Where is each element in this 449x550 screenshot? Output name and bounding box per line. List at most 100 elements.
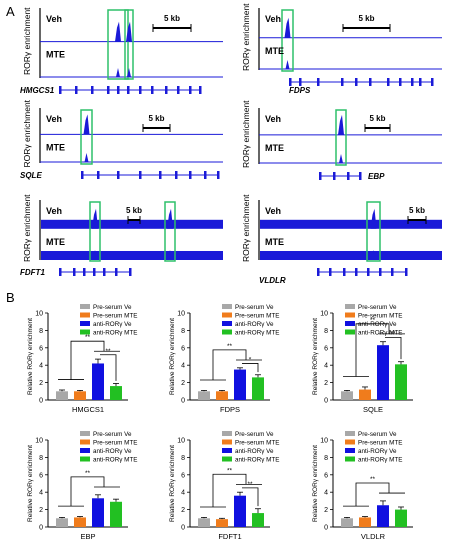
gene-exon bbox=[139, 86, 142, 94]
gene-exon bbox=[189, 86, 192, 94]
gene-name: HMGCS1 bbox=[20, 86, 55, 95]
bar-1 bbox=[198, 518, 210, 527]
bar-3 bbox=[377, 345, 389, 400]
y-tick-label: 10 bbox=[320, 438, 328, 445]
gene-exon bbox=[387, 78, 390, 86]
binding-site-box bbox=[107, 9, 129, 80]
gene-exon bbox=[289, 78, 292, 86]
gene-exon bbox=[329, 268, 332, 276]
bar-1 bbox=[198, 391, 210, 400]
bar-4 bbox=[110, 501, 122, 527]
row-label-veh: Veh bbox=[265, 114, 281, 124]
legend-swatch bbox=[80, 312, 90, 318]
scale-bar-label: 5 kb bbox=[369, 114, 385, 123]
veh-peak bbox=[126, 21, 132, 42]
legend-swatch bbox=[345, 448, 355, 453]
bar-2 bbox=[359, 517, 371, 527]
gene-exon bbox=[355, 268, 358, 276]
mte-peak bbox=[285, 60, 290, 69]
row-label-mte: MTE bbox=[46, 142, 65, 152]
legend-label: anti-RORγ Ve bbox=[93, 448, 132, 455]
x-axis-label: FDFT1 bbox=[218, 532, 241, 541]
legend-swatch bbox=[222, 304, 232, 309]
legend-label: anti-RORγ MTE bbox=[358, 330, 402, 337]
significance-label: ** bbox=[85, 470, 91, 477]
row-label-mte: MTE bbox=[265, 143, 284, 153]
y-tick-label: 2 bbox=[324, 507, 328, 514]
gene-exon bbox=[177, 86, 180, 94]
gene-exon bbox=[175, 171, 178, 179]
y-tick-label: 2 bbox=[181, 507, 185, 514]
gene-exon bbox=[59, 268, 62, 276]
legend-swatch bbox=[80, 431, 90, 436]
gene-name: VLDLR bbox=[259, 276, 286, 285]
y-tick-label: 8 bbox=[39, 328, 43, 335]
legend-swatch bbox=[80, 321, 90, 326]
panel-a-tracks: RORγ enrichment Veh MTE 5 kb HMGCS1 RORγ enri… bbox=[20, 3, 442, 285]
legend-label: Pre-serum MTE bbox=[93, 313, 137, 320]
y-tick-label: 10 bbox=[35, 311, 43, 318]
gene-exon bbox=[117, 86, 120, 94]
legend-swatch bbox=[80, 439, 90, 445]
legend-label: anti-RORγ Ve bbox=[235, 448, 274, 455]
mte-peak bbox=[168, 250, 172, 259]
gene-exon bbox=[107, 86, 110, 94]
significance-label: ** bbox=[105, 348, 111, 355]
veh-peak bbox=[167, 208, 173, 229]
legend-label: anti-RORγ Ve bbox=[235, 321, 274, 328]
track-ylabel: RORγ enrichment bbox=[22, 7, 32, 75]
legend-label: anti-RORγ MTE bbox=[358, 457, 402, 464]
y-axis-label: Relative RORγ enrichment bbox=[27, 318, 34, 395]
y-tick-label: 2 bbox=[324, 380, 328, 387]
gene-exon bbox=[341, 78, 344, 86]
gene-exon bbox=[73, 268, 76, 276]
legend-swatch bbox=[222, 431, 232, 436]
gene-exon bbox=[97, 171, 100, 179]
legend-label: Pre-serum MTE bbox=[235, 440, 279, 447]
gene-exon bbox=[359, 172, 362, 180]
x-axis-label: SQLE bbox=[363, 405, 383, 414]
mte-peak bbox=[84, 153, 89, 162]
gene-exon bbox=[91, 86, 94, 94]
gene-exon bbox=[343, 268, 346, 276]
y-tick-label: 0 bbox=[324, 525, 328, 532]
gene-exon bbox=[355, 78, 358, 86]
mte-peak bbox=[371, 250, 376, 259]
legend-label: Pre-serum Ve bbox=[93, 431, 132, 438]
gene-exon bbox=[127, 86, 130, 94]
gene-exon bbox=[369, 78, 372, 86]
row-label-veh: Veh bbox=[46, 206, 62, 216]
gene-exon bbox=[115, 268, 118, 276]
y-tick-label: 4 bbox=[181, 490, 185, 497]
legend-label: anti-RORγ MTE bbox=[235, 457, 279, 464]
y-tick-label: 10 bbox=[35, 438, 43, 445]
significance-label: * bbox=[249, 356, 252, 363]
scale-bar-label: 5 kb bbox=[358, 14, 374, 23]
panel-b-label: B bbox=[6, 290, 15, 305]
legend-label: Pre-serum MTE bbox=[93, 440, 137, 447]
significance-label: ** bbox=[227, 467, 233, 474]
scale-bar-label: 5 kb bbox=[164, 14, 180, 23]
bar-2 bbox=[216, 519, 228, 527]
row-label-veh: Veh bbox=[265, 206, 281, 216]
scale-bar-label: 5 kb bbox=[409, 206, 425, 215]
legend-label: anti-RORγ MTE bbox=[235, 330, 279, 337]
track-ylabel: RORγ enrichment bbox=[241, 100, 251, 168]
gene-exon bbox=[139, 171, 142, 179]
row-label-veh: Veh bbox=[46, 114, 62, 124]
binding-site-box bbox=[335, 109, 347, 166]
bar-2 bbox=[74, 391, 86, 400]
gene-exon bbox=[204, 171, 207, 179]
legend-swatch bbox=[222, 448, 232, 453]
significance-bracket bbox=[70, 476, 105, 507]
y-tick-label: 8 bbox=[39, 455, 43, 462]
y-tick-label: 0 bbox=[181, 525, 185, 532]
binding-site-box bbox=[124, 9, 134, 80]
track-ylabel: RORγ enrichment bbox=[241, 194, 251, 262]
gene-exon bbox=[399, 78, 402, 86]
